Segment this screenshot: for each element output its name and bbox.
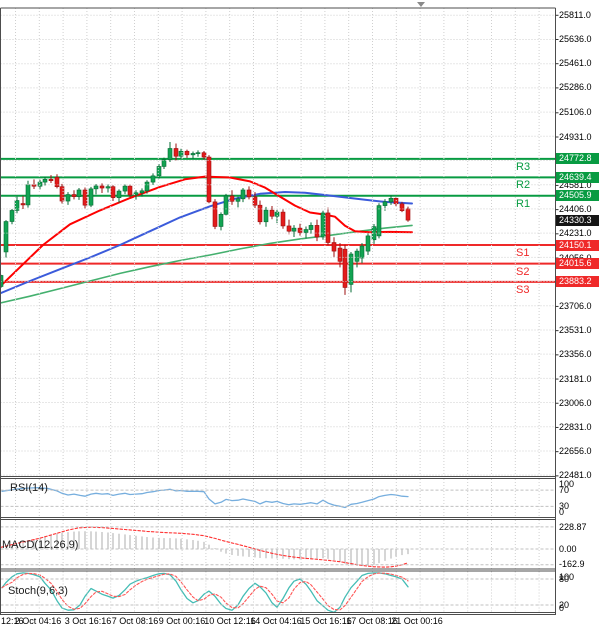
current-price-badge: 24330.3	[556, 214, 599, 226]
rsi-axis-label: 70	[559, 485, 570, 496]
macd-axis-label: 228.87	[559, 521, 587, 532]
price-axis-label: 22656.0	[559, 446, 592, 457]
price-axis-label: 24406.0	[559, 204, 592, 215]
support-badge-s3: 23883.2	[556, 276, 599, 288]
macd-axis-label: 0.00	[559, 544, 577, 554]
time-axis-label: 12:16	[1, 616, 24, 626]
stoch-axis-label: 0	[559, 603, 565, 613]
price-axis-label: 23006.0	[559, 397, 592, 408]
price-axis-label: 23356.0	[559, 349, 592, 360]
level-label-r1: R1	[516, 197, 531, 210]
level-label-s1: S1	[516, 247, 530, 259]
level-label-s3: S3	[516, 283, 530, 296]
price-axis-label: 25811.0	[559, 9, 591, 20]
time-axis-label: 14 Oct 04:16	[250, 616, 302, 626]
stoch-axis-label: 100	[559, 572, 575, 582]
stoch-axis-label: 80	[559, 574, 570, 584]
price-axis-label: 24931.0	[559, 131, 592, 142]
price-axis-label: 25286.0	[559, 82, 592, 93]
level-label-r3: R3	[516, 160, 531, 173]
rsi-axis-label: 0	[559, 507, 565, 517]
resistance-badge-r1: 24505.9	[556, 190, 599, 202]
level-label-s2: S2	[516, 265, 530, 278]
panel-title-macd: MACD(12,26,9)	[2, 539, 79, 551]
time-axis-label: 21 Oct 00:16	[391, 616, 443, 626]
time-axis-label: 17 Oct 08:16	[346, 616, 398, 626]
time-axis-label: 10 Oct 12:16	[204, 616, 256, 626]
macd-axis-label: -162.9	[559, 559, 585, 569]
support-badge-s1: 24150.1	[556, 239, 599, 251]
rsi-axis-label: 30	[559, 501, 570, 512]
price-axis-label: 24581.0	[559, 179, 592, 190]
price-axis-label: 23181.0	[559, 373, 592, 384]
support-badge-s2: 24015.6	[556, 258, 599, 270]
price-axis-label: 24231.0	[559, 228, 592, 239]
price-axis-label: 25461.0	[559, 58, 592, 69]
price-axis-label: 22831.0	[559, 421, 592, 432]
price-axis-label: 24056.0	[559, 253, 592, 263]
time-axis-label: 9 Oct 00:16	[158, 616, 206, 626]
resistance-badge-r2: 24639.4	[556, 171, 599, 183]
rsi-axis-label: 100	[559, 479, 575, 489]
price-axis-label: 23531.0	[559, 325, 592, 336]
panel-title-rsi: RSI(14)	[10, 482, 48, 494]
time-axis-label: 7 Oct 08:16	[111, 616, 159, 626]
time-axis-label: 2 Oct 04:16	[14, 616, 62, 626]
price-axis-label: 25636.0	[559, 33, 592, 44]
level-label-r2: R2	[516, 179, 531, 192]
price-axis-label: 23706.0	[559, 300, 592, 311]
panel-title-stoch: Stoch(9,6,3)	[8, 585, 68, 597]
resistance-badge-r3: 24772.8	[556, 153, 599, 165]
stoch-axis-label: 20	[559, 600, 570, 610]
time-axis-label: 15 Oct 16:16	[300, 616, 352, 626]
time-axis-label: 3 Oct 16:16	[64, 616, 112, 626]
price-axis-label: 25106.0	[559, 107, 592, 118]
price-axis-label: 22481.0	[559, 470, 592, 481]
